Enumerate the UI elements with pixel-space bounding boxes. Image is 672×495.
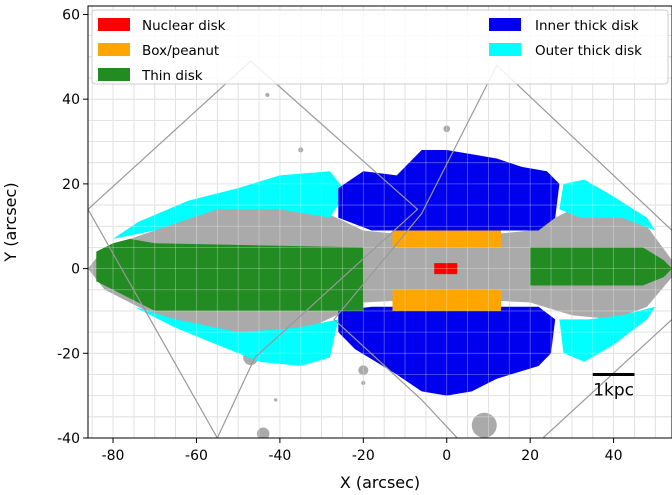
region-box-peanut	[392, 289, 501, 311]
region-outer-thick-disk	[559, 179, 656, 231]
scale-bar: 1kpc	[592, 372, 635, 400]
region-outer-thick-disk	[113, 171, 347, 239]
region-thin-disk	[96, 238, 364, 311]
legend-label-thin-disk: Thin disk	[141, 68, 203, 84]
x-tick-label: 20	[521, 448, 539, 464]
legend-swatch-box-peanut	[98, 43, 130, 56]
x-tick-label: -40	[268, 448, 291, 464]
legend-label-inner-thick-disk: Inner thick disk	[535, 18, 639, 34]
region-outer-thick-disk	[133, 306, 339, 366]
region-box-peanut	[392, 230, 501, 248]
region-blob	[358, 365, 369, 376]
x-tick-label: -80	[102, 448, 125, 464]
region-blob	[265, 92, 270, 98]
y-tick-label: 20	[62, 177, 80, 193]
y-tick-label: 60	[62, 7, 80, 23]
y-tick-label: -40	[57, 431, 80, 447]
region-blob	[443, 125, 451, 133]
legend-swatch-nuclear-disk	[98, 18, 130, 31]
x-tick-label: -20	[352, 448, 375, 464]
footprint-outlines	[88, 60, 672, 438]
y-tick-label: -20	[57, 346, 80, 362]
legend-label-outer-thick-disk: Outer thick disk	[535, 43, 642, 59]
region-inner-thick-disk	[338, 150, 560, 231]
plot-frame	[87, 5, 672, 439]
x-tick-label: -60	[185, 448, 208, 464]
axis-ticks: -80 -60 -40 -20 0 20 40 -40 -20 0 20 40 60	[57, 7, 622, 464]
x-tick-label: 0	[442, 448, 451, 464]
x-axis-label: X (arcsec)	[340, 473, 420, 492]
y-tick-label: 40	[62, 92, 80, 108]
region-nuclear-disk	[434, 263, 458, 275]
y-tick-label: 0	[71, 262, 80, 278]
region-inner-thick-disk	[338, 306, 556, 396]
legend-label-box-peanut: Box/peanut	[142, 43, 219, 59]
data-regions	[88, 6, 672, 438]
scale-bar-label: 1kpc	[593, 380, 634, 400]
region-blob	[298, 147, 304, 153]
y-axis-label: Y (arcsec)	[1, 182, 20, 262]
footprint-outline	[333, 64, 672, 438]
x-tick-label: 40	[605, 448, 623, 464]
legend-frame	[91, 9, 669, 85]
region-blob	[471, 412, 497, 438]
region-other	[88, 196, 672, 354]
legend-swatch-thin-disk	[98, 68, 130, 81]
legend: Nuclear disk Box/peanut Thin disk Inner …	[91, 9, 669, 85]
legend-swatch-outer-thick-disk	[489, 43, 521, 56]
region-outer-thick-disk	[559, 306, 656, 362]
region-blob	[256, 427, 270, 438]
footprint-outline	[88, 60, 419, 438]
legend-swatch-inner-thick-disk	[489, 18, 521, 31]
legend-label-nuclear-disk: Nuclear disk	[142, 18, 226, 34]
region-thin-disk	[530, 247, 672, 286]
region-blob	[274, 398, 278, 402]
region-blob	[361, 380, 366, 386]
